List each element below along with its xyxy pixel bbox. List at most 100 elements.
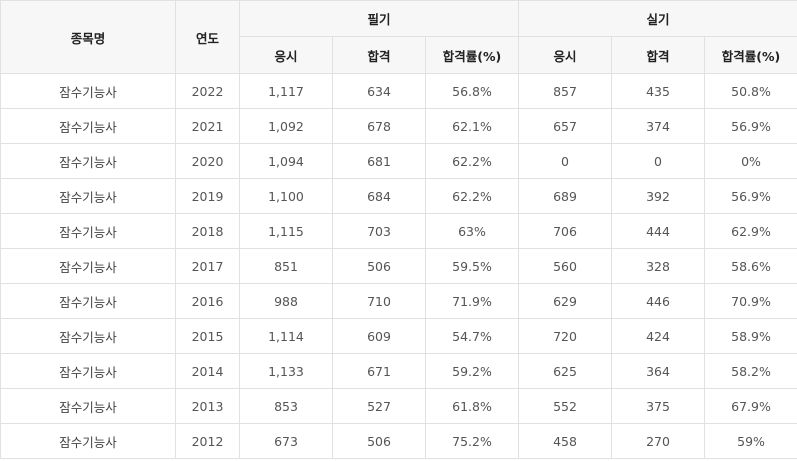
cell-written-pass-rate: 56.8% — [424, 73, 520, 109]
table-row: 잠수기능사 2019 1,100 684 62.2% 689 392 56.9% — [0, 178, 797, 214]
cell-practical-passed: 444 — [611, 213, 706, 249]
table-row: 잠수기능사 2020 1,094 681 62.2% 0 0 0% — [0, 143, 797, 179]
cell-practical-pass-rate: 62.9% — [704, 213, 797, 249]
cell-practical-applicants: 0 — [518, 143, 613, 179]
table-row: 잠수기능사 2015 1,114 609 54.7% 720 424 58.9% — [0, 318, 797, 354]
cell-written-pass-rate: 75.2% — [424, 423, 520, 459]
header-year: 연도 — [175, 0, 240, 74]
cell-practical-applicants: 458 — [518, 423, 613, 459]
cell-written-applicants: 1,115 — [239, 213, 333, 249]
cell-practical-passed: 392 — [611, 178, 706, 214]
cell-year: 2021 — [175, 108, 240, 144]
cell-written-pass-rate: 61.8% — [424, 388, 520, 424]
cell-practical-applicants: 720 — [518, 318, 613, 354]
cell-practical-applicants: 857 — [518, 73, 613, 109]
cell-written-pass-rate: 63% — [424, 213, 520, 249]
cell-year: 2015 — [175, 318, 240, 354]
cell-practical-passed: 328 — [611, 248, 706, 284]
cell-item-name: 잠수기능사 — [0, 283, 176, 319]
cell-item-name: 잠수기능사 — [0, 73, 176, 109]
cell-year: 2022 — [175, 73, 240, 109]
cell-practical-pass-rate: 70.9% — [704, 283, 797, 319]
cell-practical-pass-rate: 58.9% — [704, 318, 797, 354]
cell-practical-passed: 374 — [611, 108, 706, 144]
cell-written-passed: 506 — [332, 248, 426, 284]
cell-year: 2016 — [175, 283, 240, 319]
cell-written-passed: 710 — [332, 283, 426, 319]
header-written-passed: 합격 — [332, 36, 426, 74]
cell-item-name: 잠수기능사 — [0, 143, 176, 179]
cell-written-applicants: 1,094 — [239, 143, 333, 179]
cell-practical-passed: 375 — [611, 388, 706, 424]
header-written-applicants: 응시 — [239, 36, 333, 74]
cell-practical-applicants: 657 — [518, 108, 613, 144]
cell-written-applicants: 1,133 — [239, 353, 333, 389]
cell-item-name: 잠수기능사 — [0, 248, 176, 284]
cell-item-name: 잠수기능사 — [0, 423, 176, 459]
cell-year: 2013 — [175, 388, 240, 424]
cell-written-applicants: 1,117 — [239, 73, 333, 109]
cell-written-pass-rate: 62.2% — [424, 178, 520, 214]
cell-written-applicants: 851 — [239, 248, 333, 284]
cell-written-applicants: 1,092 — [239, 108, 333, 144]
cell-practical-passed: 270 — [611, 423, 706, 459]
table-row: 잠수기능사 2016 988 710 71.9% 629 446 70.9% — [0, 283, 797, 319]
cell-written-applicants: 988 — [239, 283, 333, 319]
cell-written-pass-rate: 54.7% — [424, 318, 520, 354]
cell-year: 2014 — [175, 353, 240, 389]
table-header: 종목명 연도 필기 실기 응시 합격 합격률(%) 응시 합격 합격률(%) — [0, 0, 797, 74]
cell-written-passed: 634 — [332, 73, 426, 109]
header-practical-pass-rate: 합격률(%) — [704, 36, 797, 74]
cell-practical-pass-rate: 50.8% — [704, 73, 797, 109]
cell-practical-applicants: 560 — [518, 248, 613, 284]
cell-written-passed: 506 — [332, 423, 426, 459]
table-row: 잠수기능사 2018 1,115 703 63% 706 444 62.9% — [0, 213, 797, 249]
cell-practical-passed: 435 — [611, 73, 706, 109]
header-practical-passed: 합격 — [611, 36, 706, 74]
cell-written-applicants: 673 — [239, 423, 333, 459]
cell-written-pass-rate: 59.2% — [424, 353, 520, 389]
cell-practical-pass-rate: 67.9% — [704, 388, 797, 424]
cell-written-applicants: 1,114 — [239, 318, 333, 354]
cell-practical-applicants: 629 — [518, 283, 613, 319]
cell-written-pass-rate: 59.5% — [424, 248, 520, 284]
cell-practical-passed: 446 — [611, 283, 706, 319]
header-practical-exam: 실기 — [518, 0, 797, 37]
cell-item-name: 잠수기능사 — [0, 213, 176, 249]
cell-written-passed: 671 — [332, 353, 426, 389]
table-row: 잠수기능사 2022 1,117 634 56.8% 857 435 50.8% — [0, 73, 797, 109]
cell-year: 2020 — [175, 143, 240, 179]
cell-year: 2012 — [175, 423, 240, 459]
cell-practical-applicants: 689 — [518, 178, 613, 214]
header-item-name: 종목명 — [0, 0, 176, 74]
cell-practical-passed: 0 — [611, 143, 706, 179]
cell-practical-passed: 424 — [611, 318, 706, 354]
cell-item-name: 잠수기능사 — [0, 388, 176, 424]
cell-practical-pass-rate: 58.6% — [704, 248, 797, 284]
cell-year: 2019 — [175, 178, 240, 214]
cell-practical-pass-rate: 56.9% — [704, 178, 797, 214]
cell-written-applicants: 1,100 — [239, 178, 333, 214]
cell-written-pass-rate: 62.1% — [424, 108, 520, 144]
cell-written-applicants: 853 — [239, 388, 333, 424]
header-practical-applicants: 응시 — [518, 36, 613, 74]
table-row: 잠수기능사 2012 673 506 75.2% 458 270 59% — [0, 423, 797, 459]
cell-written-passed: 678 — [332, 108, 426, 144]
cell-written-passed: 681 — [332, 143, 426, 179]
cell-item-name: 잠수기능사 — [0, 108, 176, 144]
cell-practical-passed: 364 — [611, 353, 706, 389]
cell-practical-applicants: 625 — [518, 353, 613, 389]
cell-practical-pass-rate: 58.2% — [704, 353, 797, 389]
cell-written-pass-rate: 62.2% — [424, 143, 520, 179]
cell-practical-pass-rate: 0% — [704, 143, 797, 179]
cell-written-passed: 609 — [332, 318, 426, 354]
header-written-exam: 필기 — [238, 0, 520, 37]
cell-year: 2018 — [175, 213, 240, 249]
cell-year: 2017 — [175, 248, 240, 284]
header-written-pass-rate: 합격률(%) — [424, 36, 520, 74]
cell-practical-pass-rate: 59% — [704, 423, 797, 459]
table-row: 잠수기능사 2017 851 506 59.5% 560 328 58.6% — [0, 248, 797, 284]
table-body: 잠수기능사 2022 1,117 634 56.8% 857 435 50.8% 잠수기능사 20… — [0, 73, 797, 459]
cell-written-passed: 527 — [332, 388, 426, 424]
